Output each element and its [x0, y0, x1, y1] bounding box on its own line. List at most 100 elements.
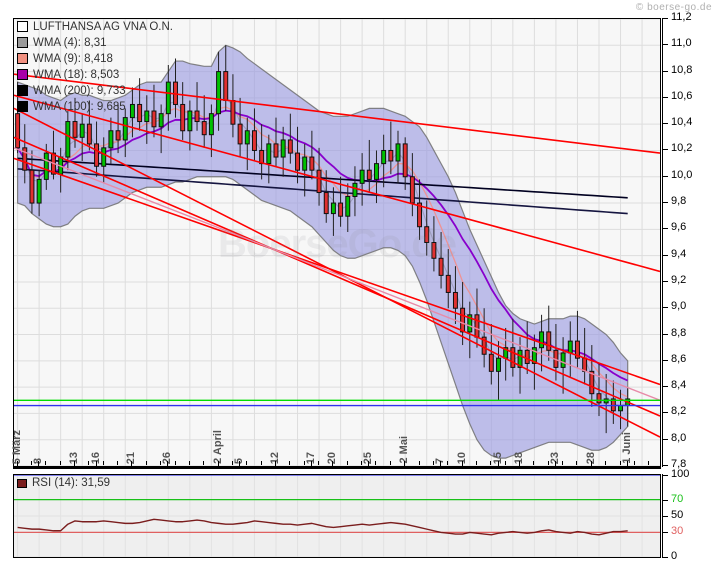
date-tick-minor: [318, 461, 320, 465]
price-tickmark: [662, 412, 668, 414]
price-tick-label: 9,6: [671, 221, 687, 234]
date-tick-minor: [619, 461, 621, 465]
date-tick-minor: [404, 461, 406, 465]
rsi-chart-panel[interactable]: [13, 474, 661, 558]
date-tick-minor: [375, 461, 377, 465]
copyright-notice: © boerse-go.de: [635, 2, 712, 13]
date-tick-minor: [74, 461, 75, 465]
date-tick-major: [332, 461, 334, 469]
date-tick-major: [16, 461, 18, 469]
date-tick-minor: [648, 461, 650, 465]
legend-swatch-wma-9: [17, 53, 28, 64]
price-plot-svg: [14, 19, 660, 466]
date-tick-minor: [519, 461, 521, 465]
price-tick-label: 7,8: [671, 458, 687, 470]
rsi-tick-label: 30: [671, 525, 684, 538]
price-tickmark: [662, 333, 668, 335]
date-tick-major: [74, 461, 75, 469]
date-tick-minor: [533, 461, 535, 465]
date-tick-minor: [633, 461, 635, 465]
price-tick-label: 9,0: [671, 300, 687, 313]
date-tick-major: [38, 461, 40, 469]
date-tick-major: [131, 461, 133, 469]
legend-label-wma-4: WMA (4): 8,31: [33, 36, 107, 49]
date-tick-minor: [289, 461, 291, 465]
legend-item-instrument[interactable]: LUFTHANSA AG VNA O.N.: [17, 19, 173, 34]
date-tick-minor: [117, 461, 119, 465]
date-tick-major: [274, 461, 276, 469]
date-tick-minor: [274, 461, 276, 465]
price-tickmark: [662, 386, 668, 388]
price-tick-label: 10,8: [671, 63, 693, 76]
price-tick-label: 11,2: [671, 11, 692, 23]
date-tick-major: [95, 461, 97, 469]
rsi-legend: RSI (14): 31,59: [17, 476, 110, 490]
date-tick-minor: [246, 461, 248, 465]
date-tick-major: [239, 461, 241, 469]
date-tick-minor: [447, 461, 449, 465]
rsi-axis: 100 70 50 30 0: [662, 468, 720, 562]
price-tickmark: [662, 70, 668, 72]
price-tickmark: [662, 44, 668, 46]
date-tick-minor: [418, 461, 420, 465]
price-tick-label: 8,0: [671, 431, 687, 444]
chart-legend: LUFTHANSA AG VNA O.N. WMA (4): 8,31 WMA (9…: [17, 19, 173, 115]
rsi-tickmark: [662, 516, 668, 517]
date-tick-minor: [303, 461, 305, 465]
legend-item-wma-200[interactable]: WMA (200): 9,733: [17, 83, 173, 98]
date-tick-minor: [102, 461, 104, 465]
date-tick-minor: [504, 461, 506, 465]
price-tick-label: 8,4: [671, 379, 687, 392]
price-tick-label: 11,0: [671, 37, 692, 50]
price-tick-label: 10,0: [671, 168, 693, 181]
date-tick-minor: [88, 461, 90, 465]
date-axis-line: [13, 467, 661, 469]
date-tick-minor: [547, 461, 549, 465]
legend-label-wma-100: WMA (100): 9,685: [33, 100, 126, 113]
date-tick-minor: [174, 461, 176, 465]
price-tickmark: [662, 149, 668, 151]
legend-item-wma-100[interactable]: WMA (100): 9,685: [17, 99, 173, 114]
price-tickmark: [662, 96, 668, 98]
date-tick-minor: [231, 461, 233, 465]
date-tick-minor: [332, 461, 334, 465]
price-chart-panel[interactable]: [13, 18, 661, 467]
legend-item-wma-4[interactable]: WMA (4): 8,31: [17, 35, 173, 50]
date-tick-minor: [16, 461, 18, 465]
date-tick-minor: [260, 461, 262, 465]
price-tickmark: [662, 228, 668, 230]
date-tick-major: [461, 461, 463, 469]
legend-label-instrument: LUFTHANSA AG VNA O.N.: [33, 20, 173, 33]
date-tick-minor: [605, 461, 607, 465]
price-tickmark: [662, 123, 668, 125]
legend-label-wma-200: WMA (200): 9,733: [33, 84, 126, 97]
legend-item-wma-9[interactable]: WMA (9): 8,418: [17, 51, 173, 66]
date-tick-minor: [389, 461, 391, 465]
price-tickmark: [662, 465, 668, 466]
date-tick-minor: [217, 461, 219, 465]
date-tick-minor: [432, 461, 434, 465]
price-tick-label: 8,6: [671, 352, 687, 365]
price-tickmark: [662, 202, 668, 204]
rsi-legend-label: RSI (14): 31,59: [32, 477, 110, 489]
rsi-tick-label: 70: [671, 492, 684, 505]
price-axis-spine: [662, 18, 663, 467]
date-tick-major: [368, 461, 370, 469]
legend-item-wma-18[interactable]: WMA (18): 8,503: [17, 67, 173, 82]
date-label: 5 März: [10, 429, 23, 464]
legend-label-wma-9: WMA (9): 8,418: [33, 52, 113, 65]
rsi-tickmark: [662, 532, 668, 534]
price-tick-label: 9,8: [671, 195, 687, 208]
legend-swatch-instrument: [17, 21, 28, 32]
date-tick-minor: [188, 461, 190, 465]
date-tick-major: [167, 461, 169, 469]
date-tick-major: [554, 461, 556, 469]
rsi-tick-label: 50: [671, 509, 684, 521]
legend-swatch-wma-100: [17, 101, 28, 112]
price-tickmark: [662, 438, 668, 440]
price-tickmark: [662, 280, 668, 282]
rsi-tick-label: 100: [671, 468, 690, 480]
date-tick-minor: [131, 461, 133, 465]
date-tick-minor: [490, 461, 492, 465]
